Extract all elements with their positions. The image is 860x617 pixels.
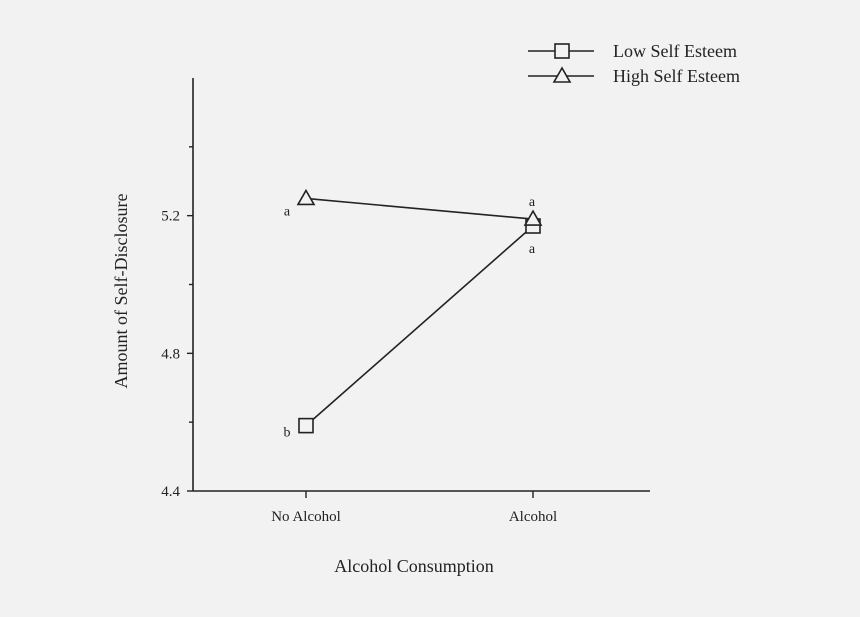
y-axis-title: Amount of Self-Disclosure <box>111 194 131 389</box>
significance-label: a <box>529 195 536 210</box>
significance-label: a <box>529 242 536 257</box>
legend-label: Low Self Esteem <box>613 41 737 61</box>
legend-entry: High Self Esteem <box>528 66 740 86</box>
x-tick-label: Alcohol <box>509 509 557 525</box>
significance-label: a <box>284 204 291 219</box>
significance-label: b <box>284 426 291 441</box>
x-axis-title: Alcohol Consumption <box>334 556 494 576</box>
legend-entry: Low Self Esteem <box>528 41 737 61</box>
x-tick-label: No Alcohol <box>271 509 341 525</box>
y-tick-label: 4.8 <box>161 346 180 362</box>
series-line <box>305 225 534 427</box>
series-triangle: aa <box>284 188 543 226</box>
legend: Low Self Esteem High Self Esteem <box>528 41 740 86</box>
legend-square-marker <box>554 43 570 59</box>
legend-label: High Self Esteem <box>613 66 740 86</box>
square-data-point <box>298 417 314 434</box>
series-line <box>305 197 534 220</box>
y-tick-label: 4.4 <box>161 484 180 500</box>
legend-triangle-marker <box>552 66 572 83</box>
series-square: ba <box>284 218 541 441</box>
triangle-data-point <box>296 188 316 206</box>
triangle-data-point <box>523 209 543 226</box>
y-tick-label: 5.2 <box>161 209 180 225</box>
axes: 4.4 4.8 5.2 No Alcohol Alcohol <box>161 78 650 525</box>
